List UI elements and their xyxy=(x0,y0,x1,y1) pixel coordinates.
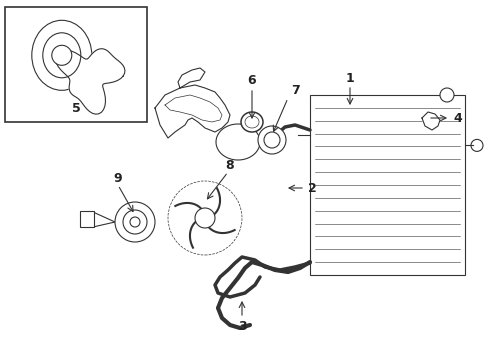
Circle shape xyxy=(115,202,155,242)
Text: 4: 4 xyxy=(454,112,463,125)
Text: 7: 7 xyxy=(291,84,299,96)
Ellipse shape xyxy=(245,116,259,128)
Polygon shape xyxy=(422,112,440,130)
Text: 9: 9 xyxy=(114,171,122,185)
Ellipse shape xyxy=(32,20,92,90)
Ellipse shape xyxy=(43,33,81,78)
Circle shape xyxy=(471,139,483,152)
Ellipse shape xyxy=(241,112,263,132)
Circle shape xyxy=(264,132,280,148)
Text: 8: 8 xyxy=(226,158,234,171)
Text: 6: 6 xyxy=(247,73,256,86)
Polygon shape xyxy=(216,124,260,160)
Text: 2: 2 xyxy=(308,181,317,194)
Text: 5: 5 xyxy=(72,102,80,114)
Circle shape xyxy=(52,45,72,65)
Bar xyxy=(310,95,465,275)
Circle shape xyxy=(258,126,286,154)
Polygon shape xyxy=(55,49,125,114)
Text: 1: 1 xyxy=(345,72,354,85)
Polygon shape xyxy=(155,85,230,138)
Circle shape xyxy=(123,210,147,234)
Circle shape xyxy=(440,88,454,102)
Text: 3: 3 xyxy=(238,320,246,333)
Polygon shape xyxy=(178,68,205,88)
Bar xyxy=(80,211,94,227)
Circle shape xyxy=(195,208,215,228)
Circle shape xyxy=(130,217,140,227)
Bar xyxy=(5,7,147,122)
